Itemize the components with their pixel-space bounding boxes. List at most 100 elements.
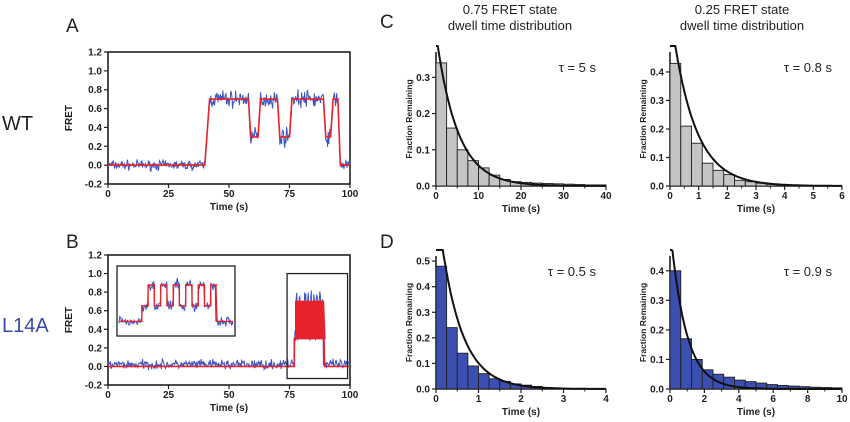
idealized-fit-line	[108, 300, 350, 368]
y-tick-label: 0.2	[650, 325, 664, 336]
histogram-wt-low: 0 1 2 3 4 5 6 0.0 0.1 0.2 0.3 0.4 Time (s) Fraction R…	[638, 45, 845, 215]
column-title-low-line1: 0.25 FRET state	[695, 2, 789, 17]
exponential-fit-line	[670, 249, 842, 390]
x-tick-label: 2	[702, 394, 708, 405]
panel-letter-a: A	[66, 16, 79, 37]
inset-fit-line	[119, 284, 233, 323]
histogram-bar	[456, 352, 469, 390]
inset-box	[116, 265, 236, 337]
x-tick-label: 4	[603, 394, 609, 405]
histogram-bar	[669, 62, 682, 187]
y-tick-label: 0.1	[650, 355, 664, 366]
row-label-wt: WT	[2, 113, 33, 135]
tau-annotation: τ = 0.5 s	[548, 264, 597, 279]
histogram-bar	[723, 174, 735, 187]
histogram-bar	[669, 270, 682, 390]
histogram-bar	[488, 378, 501, 390]
x-tick-label: 2	[518, 394, 524, 405]
tau-annotation: τ = 0.8 s	[784, 60, 833, 75]
x-tick-label: 3	[753, 191, 759, 202]
histogram-bar	[456, 149, 469, 187]
y-tick-label: 0.4	[416, 282, 430, 293]
x-tick-label: 6	[839, 191, 845, 202]
x-tick-label: 25	[163, 189, 175, 200]
y-axis-title: FRET	[64, 307, 75, 333]
x-tick-label: 10	[473, 191, 485, 202]
x-tick-label: 0	[433, 394, 439, 405]
exponential-fit-line	[670, 45, 842, 187]
y-tick-label: 0.3	[416, 73, 430, 84]
tau-annotation: τ = 0.9 s	[784, 264, 833, 279]
y-tick-label: 1.2	[88, 48, 102, 59]
histogram-bar	[701, 369, 714, 390]
column-title-high-line2: dwell time distribution	[448, 18, 572, 33]
panel-letter-d: D	[380, 232, 394, 253]
y-tick-label: 0.3	[650, 296, 664, 307]
x-tick-label: 50	[223, 390, 235, 401]
x-tick-label: 0	[105, 189, 111, 200]
x-tick-label: 1	[476, 394, 482, 405]
x-tick-label: 40	[600, 191, 612, 202]
histogram-bar	[446, 327, 458, 390]
histogram-bar	[680, 125, 692, 187]
y-tick-label: 0.0	[88, 362, 102, 373]
histogram-bar	[723, 376, 735, 390]
row-label-l14a: L14A	[2, 315, 49, 337]
x-tick-label: 50	[223, 189, 235, 200]
y-tick-label: 0.0	[650, 182, 664, 193]
y-tick-label: 0.2	[650, 124, 664, 135]
y-tick-label: 0.4	[650, 266, 664, 277]
y-tick-label: 0.5	[416, 257, 430, 268]
y-tick-label: 0.2	[88, 142, 102, 153]
x-tick-label: 100	[342, 390, 359, 401]
y-axis-title: FRET	[64, 105, 75, 131]
y-axis-title: Fraction Remaining	[638, 283, 648, 362]
y-tick-label: 0.4	[88, 123, 102, 134]
y-tick-label: -0.2	[85, 381, 103, 392]
histogram-bar	[467, 365, 479, 390]
column-title-low-line2: dwell time distribution	[680, 18, 804, 33]
y-axis-title: Fraction Remaining	[638, 79, 648, 158]
y-tick-label: 0.6	[88, 306, 102, 317]
histogram-bar	[691, 358, 703, 390]
x-tick-label: 1	[696, 191, 702, 202]
x-tick-label: 4	[782, 191, 788, 202]
y-tick-label: 0.4	[650, 67, 664, 78]
histogram-bar	[734, 179, 746, 187]
y-tick-label: 0.3	[416, 308, 430, 319]
trace-chart-l14a: 0 25 50 75 100 -0.2 0.0 0.2 0.4 0.6 0.8 1.0 1.2 Time …	[64, 251, 359, 415]
x-tick-label: 8	[805, 394, 811, 405]
y-tick-label: 0.6	[88, 104, 102, 115]
x-tick-label: 3	[561, 394, 567, 405]
y-tick-label: 0.0	[650, 385, 664, 396]
y-tick-label: 0.0	[416, 385, 430, 396]
fret-trace-line	[107, 89, 351, 173]
y-tick-label: 0.4	[88, 325, 102, 336]
y-tick-label: 0.2	[88, 343, 102, 354]
histogram-l14a-low: 0 2 4 6 8 10 0.0 0.1 0.2 0.3 0.4 Time (s) Fraction R…	[638, 249, 848, 418]
x-tick-label: 2	[725, 191, 731, 202]
y-tick-label: 0.0	[416, 182, 430, 193]
histogram-l14a-high: 0 1 2 3 4 0.0 0.1 0.2 0.3 0.4 0.5 Time (s) Fraction …	[404, 249, 609, 418]
y-tick-label: 0.8	[88, 85, 102, 96]
y-tick-label: 1.0	[88, 66, 102, 77]
histogram-bar	[435, 265, 448, 390]
x-tick-label: 30	[558, 191, 570, 202]
x-axis-title: Time (s)	[210, 202, 248, 213]
x-tick-label: 25	[163, 390, 175, 401]
histogram-bar	[712, 169, 725, 187]
y-tick-label: 0.1	[416, 359, 430, 370]
x-axis-title: Time (s)	[737, 204, 775, 215]
x-tick-label: 5	[811, 191, 817, 202]
x-tick-label: 0	[105, 390, 111, 401]
x-axis-title: Time (s)	[737, 407, 775, 418]
x-tick-label: 0	[667, 191, 673, 202]
x-tick-label: 20	[515, 191, 527, 202]
y-tick-label: 0.1	[650, 153, 664, 164]
histogram-bar	[446, 127, 458, 187]
y-tick-label: 0.2	[416, 109, 430, 120]
y-tick-label: 0.8	[88, 288, 102, 299]
idealized-fit-line	[108, 98, 350, 166]
x-axis-title: Time (s)	[210, 403, 248, 414]
y-tick-label: -0.2	[85, 180, 103, 191]
